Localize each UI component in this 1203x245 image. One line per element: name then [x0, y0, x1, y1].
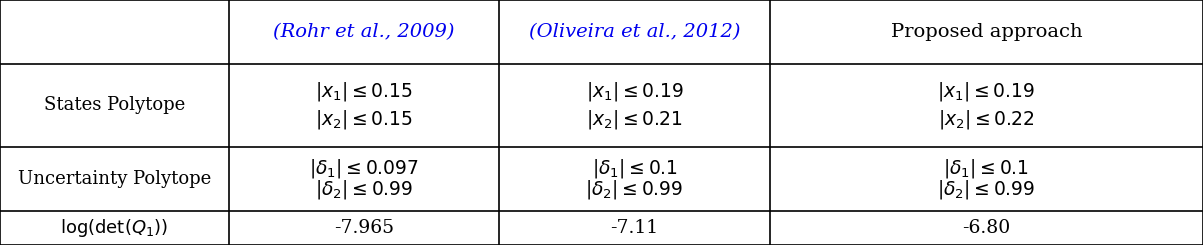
Text: $|x_1|\leq 0.19$: $|x_1|\leq 0.19$	[937, 80, 1036, 103]
Text: $|\delta_1|\leq 0.1$: $|\delta_1|\leq 0.1$	[592, 157, 677, 180]
Text: Uncertainty Polytope: Uncertainty Polytope	[18, 170, 211, 188]
Text: -6.80: -6.80	[962, 219, 1011, 237]
Text: States Polytope: States Polytope	[43, 96, 185, 114]
Text: $|\delta_1|\leq 0.097$: $|\delta_1|\leq 0.097$	[309, 157, 419, 180]
Text: $|x_2|\leq 0.15$: $|x_2|\leq 0.15$	[315, 108, 413, 131]
Text: (Rohr et al., 2009): (Rohr et al., 2009)	[273, 23, 455, 41]
Text: (Oliveira et al., 2012): (Oliveira et al., 2012)	[529, 23, 740, 41]
Text: $|\delta_1|\leq 0.1$: $|\delta_1|\leq 0.1$	[943, 157, 1030, 180]
Text: $|x_1|\leq 0.19$: $|x_1|\leq 0.19$	[586, 80, 683, 103]
Text: $|\delta_2|\leq 0.99$: $|\delta_2|\leq 0.99$	[937, 178, 1036, 201]
Text: $|\delta_2|\leq 0.99$: $|\delta_2|\leq 0.99$	[586, 178, 683, 201]
Text: $|x_1|\leq 0.15$: $|x_1|\leq 0.15$	[315, 80, 413, 103]
Text: $|\delta_2|\leq 0.99$: $|\delta_2|\leq 0.99$	[315, 178, 413, 201]
Text: -7.965: -7.965	[334, 219, 393, 237]
Text: Proposed approach: Proposed approach	[890, 23, 1083, 41]
Text: -7.11: -7.11	[610, 219, 659, 237]
Text: $|x_2|\leq 0.22$: $|x_2|\leq 0.22$	[938, 108, 1035, 131]
Text: $|x_2|\leq 0.21$: $|x_2|\leq 0.21$	[586, 108, 683, 131]
Text: $\log(\det(Q_1))$: $\log(\det(Q_1))$	[60, 217, 168, 239]
